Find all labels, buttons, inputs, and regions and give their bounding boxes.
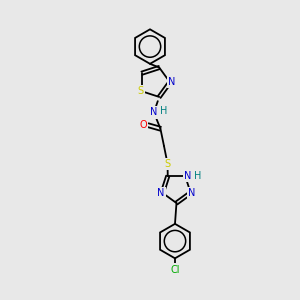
Text: S: S <box>137 86 143 96</box>
Text: N: N <box>157 188 164 198</box>
Text: Cl: Cl <box>170 265 180 275</box>
Text: N: N <box>168 77 176 87</box>
Text: H: H <box>160 106 167 116</box>
Text: N: N <box>184 171 192 181</box>
Text: S: S <box>164 159 171 169</box>
Text: N: N <box>188 188 196 198</box>
Text: O: O <box>139 120 147 130</box>
Text: N: N <box>150 107 158 117</box>
Text: H: H <box>194 171 201 181</box>
